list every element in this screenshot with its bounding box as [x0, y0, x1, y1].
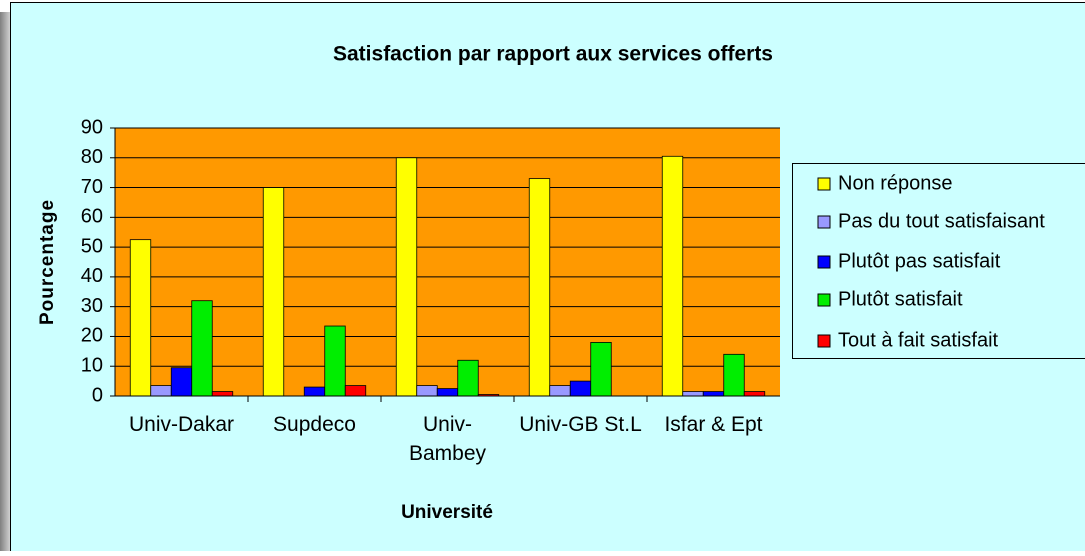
bar — [192, 301, 213, 396]
bar — [345, 386, 366, 396]
bar — [417, 386, 438, 396]
legend-label: Plutôt satisfait — [838, 288, 963, 310]
bar — [550, 386, 571, 396]
y-tick-label: 80 — [81, 146, 103, 168]
bar — [212, 392, 233, 396]
bar — [570, 381, 591, 396]
y-tick-label: 50 — [81, 235, 103, 257]
legend-swatch — [818, 256, 830, 268]
x-tick-label: Univ-GB St.L — [519, 410, 643, 439]
bar — [662, 156, 683, 396]
y-tick-label: 60 — [81, 206, 103, 228]
y-tick-label: 40 — [81, 265, 103, 287]
bar — [724, 354, 745, 396]
x-axis-label: Université — [401, 502, 493, 523]
bar — [304, 387, 325, 396]
legend-swatch — [818, 178, 830, 190]
bar — [171, 368, 192, 396]
x-tick-label: Supdeco — [253, 410, 377, 439]
x-tick-label-box: Univ-GB St.L — [519, 410, 643, 474]
x-tick-label-box: Isfar & Ept — [652, 410, 776, 474]
bar — [130, 240, 151, 396]
y-tick-label: 30 — [81, 295, 103, 317]
bar — [703, 392, 724, 396]
y-tick-label: 70 — [81, 176, 103, 198]
legend-label: Pas du tout satisfaisant — [838, 210, 1045, 232]
legend-label: Tout à fait satisfait — [838, 329, 999, 351]
chart-title: Satisfaction par rapport aux services of… — [333, 43, 773, 66]
bar — [325, 326, 346, 396]
legend-swatch — [818, 216, 830, 228]
x-tick-label-box: Univ-Dakar — [120, 410, 244, 474]
bar — [744, 392, 765, 396]
legend-swatch — [818, 335, 830, 347]
x-tick-label-box: Supdeco — [253, 410, 377, 474]
bar — [529, 179, 550, 396]
legend-swatch — [818, 294, 830, 306]
bar — [458, 360, 479, 396]
bar — [263, 188, 284, 396]
bar — [437, 389, 458, 396]
bar — [591, 342, 612, 396]
y-tick-label: 10 — [81, 355, 103, 377]
x-tick-label: Univ-Bambey — [386, 410, 510, 468]
x-tick-label-box: Univ-Bambey — [386, 410, 510, 474]
y-tick-label: 20 — [81, 325, 103, 347]
legend-label: Plutôt pas satisfait — [838, 250, 1001, 272]
x-tick-label: Univ-Dakar — [120, 410, 244, 439]
bar — [683, 392, 704, 396]
x-tick-label: Isfar & Ept — [652, 410, 776, 439]
bar — [396, 158, 417, 396]
legend-label: Non réponse — [838, 172, 953, 194]
y-tick-label: 0 — [92, 384, 103, 406]
bar — [151, 386, 172, 396]
y-axis-label: Pourcentage — [37, 199, 58, 325]
frame-edge — [0, 12, 10, 551]
y-tick-label: 90 — [81, 116, 103, 138]
